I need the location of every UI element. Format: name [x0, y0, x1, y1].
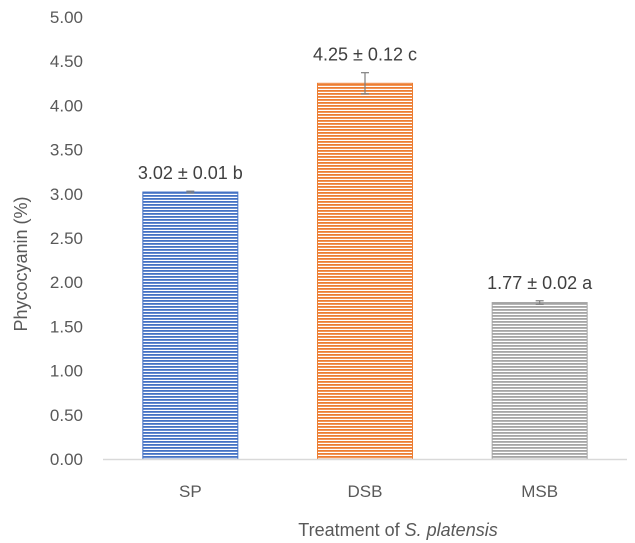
- y-tick-label: 2.00: [50, 273, 83, 292]
- y-tick-label: 4.50: [50, 52, 83, 71]
- x-axis-title: Treatment of S. platensis: [298, 520, 497, 540]
- data-label: 4.25 ± 0.12 c: [313, 45, 417, 65]
- y-tick-label: 1.50: [50, 317, 83, 336]
- x-axis-title-prefix: Treatment of: [298, 520, 404, 540]
- y-tick-label: 4.00: [50, 96, 83, 115]
- data-label: 3.02 ± 0.01 b: [138, 163, 243, 183]
- error-bar: [535, 300, 544, 305]
- error-bar: [186, 190, 195, 194]
- x-tick-label: DSB: [348, 482, 383, 501]
- bars-group: 3.02 ± 0.01 b 4.25 ± 0.12 c 1.77 ± 0.02 a: [138, 45, 593, 460]
- y-axis-title: Phycocyanin (%): [11, 196, 31, 331]
- y-axis-ticks: 0.00 0.50 1.00 1.50 2.00 2.50 3.00 3.50 4.00 4.50…: [50, 8, 83, 469]
- y-tick-label: 0.00: [50, 450, 83, 469]
- y-tick-label: 3.50: [50, 141, 83, 160]
- y-tick-label: 0.50: [50, 406, 83, 425]
- y-tick-label: 1.00: [50, 362, 83, 381]
- x-tick-label: MSB: [521, 482, 558, 501]
- data-label: 1.77 ± 0.02 a: [487, 273, 593, 293]
- y-tick-label: 5.00: [50, 8, 83, 27]
- error-bar: [361, 72, 369, 95]
- x-tick-label: SP: [179, 482, 202, 501]
- y-tick-label: 3.00: [50, 185, 83, 204]
- y-tick-label: 2.50: [50, 229, 83, 248]
- bar-dsb: [317, 82, 413, 460]
- x-axis-ticks: SP DSB MSB: [179, 482, 558, 501]
- bar-sp: [142, 191, 239, 460]
- bar-msb: [491, 302, 588, 460]
- x-axis-title-species: S. platensis: [405, 520, 498, 540]
